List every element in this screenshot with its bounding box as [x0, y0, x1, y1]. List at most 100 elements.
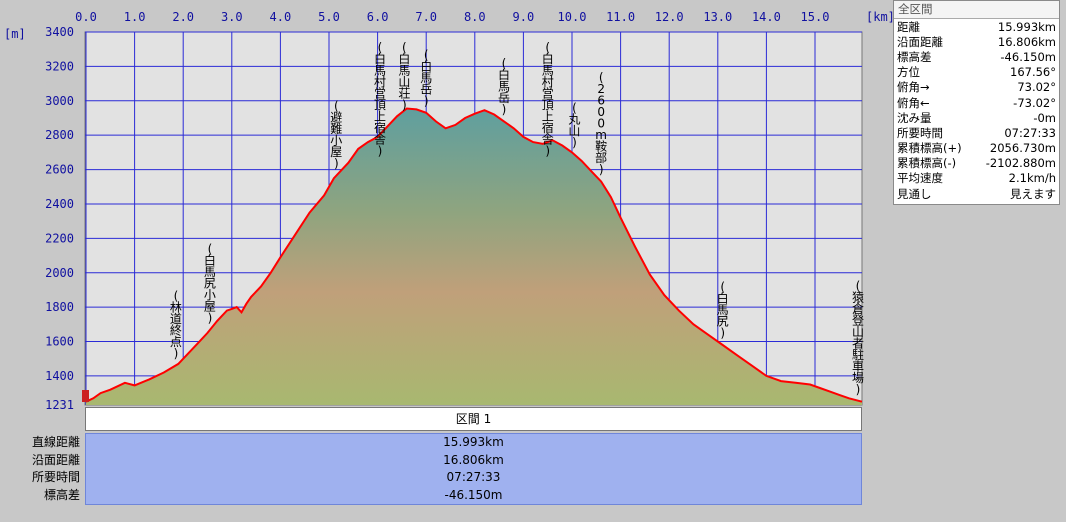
stats-value: -2102.880m	[985, 156, 1056, 171]
stats-row: 俯角→ 73.02°	[894, 80, 1059, 95]
x-tick-label: 5.0	[318, 10, 340, 24]
x-tick-label: 3.0	[221, 10, 243, 24]
waypoint-label: (丸山)	[568, 101, 580, 150]
waypoint-label: (白馬村営頂上宿舎)	[374, 41, 386, 159]
section-table: 区間 1 15.993km 16.806km 07:27:33 -46.150m	[85, 407, 862, 505]
stats-row: 見通し 見えます	[894, 186, 1059, 201]
y-tick-label: 2200	[45, 231, 74, 245]
x-tick-label: 7.0	[415, 10, 437, 24]
x-tick-label: 6.0	[367, 10, 389, 24]
x-tick-label: 13.0	[703, 10, 732, 24]
y-tick-label: 2400	[45, 197, 74, 211]
stats-value: 07:27:33	[1004, 125, 1056, 140]
y-tick-label: 1400	[45, 369, 74, 383]
waypoint-label: (白馬村営頂上宿舎)	[542, 41, 554, 159]
stats-label: 標高差	[897, 49, 932, 64]
x-tick-label: 8.0	[464, 10, 486, 24]
y-tick-label: 2600	[45, 163, 74, 177]
waypoint-label: (白馬岳)	[498, 56, 510, 116]
x-tick-label: 0.0	[75, 10, 97, 24]
x-tick-label: 15.0	[801, 10, 830, 24]
elevation-profile-chart: 0.0 1.0 2.0 3.0 4.0 5.0 6.0 7.0 8.0 9.0 10.0 11.0 12…	[4, 10, 895, 410]
stats-label: 俯角←	[897, 95, 930, 110]
waypoint-label: (2 6 0 0 m 鞍部)	[595, 71, 607, 177]
waypoint-label: (白馬山荘)	[398, 41, 410, 113]
stats-label: 見通し	[897, 186, 932, 201]
stats-row: 俯角← -73.02°	[894, 95, 1059, 110]
section-values: 15.993km 16.806km 07:27:33 -46.150m	[85, 433, 862, 505]
stats-row: 所要時間 07:27:33	[894, 125, 1059, 140]
stats-label: 沿面距離	[897, 34, 943, 49]
x-tick-label: 14.0	[752, 10, 781, 24]
y-axis-unit: [m]	[4, 27, 26, 41]
row-label-surface-distance: 沿面距離	[31, 452, 80, 467]
stats-table: 距離 15.993km 沿面距離 16.806km 標高差 -46.150m 方位 167.5…	[894, 19, 1059, 201]
section-header[interactable]: 区間 1	[85, 407, 862, 431]
x-tick-label: 10.0	[558, 10, 587, 24]
stats-label: 所要時間	[897, 125, 943, 140]
stats-label: 平均速度	[897, 171, 943, 186]
start-marker[interactable]	[82, 390, 89, 402]
y-tick-label: 3400	[45, 25, 74, 39]
waypoint-label: (白馬岳)	[420, 48, 432, 108]
section-surface-distance: 16.806km	[443, 452, 504, 467]
y-tick-label: 2000	[45, 266, 74, 280]
stats-value: 15.993km	[997, 19, 1056, 34]
y-tick-label: 1231	[45, 398, 74, 410]
waypoint-label: (白馬尻)	[717, 280, 729, 340]
y-tick-label: 3000	[45, 94, 74, 108]
y-tick-label: 1800	[45, 300, 74, 314]
stats-label: 方位	[897, 65, 920, 80]
elevation-line	[85, 107, 863, 403]
y-tick-label: 2800	[45, 128, 74, 142]
stats-value: 73.02°	[1017, 80, 1056, 95]
stats-value: 16.806km	[997, 34, 1056, 49]
x-tick-label: 9.0	[513, 10, 535, 24]
stats-label: 距離	[897, 19, 920, 34]
x-axis-unit: [km]	[866, 10, 895, 24]
stats-value: 見えます	[1010, 186, 1056, 201]
waypoint-label: (林道終点)	[170, 289, 182, 361]
y-axis-ticks: 3400 3200 3000 2800 2600 2400 2200 2000 1800 1600…	[45, 25, 74, 410]
x-tick-label: 12.0	[655, 10, 684, 24]
stats-row: 累積標高(-) -2102.880m	[894, 156, 1059, 171]
x-tick-label: 2.0	[172, 10, 194, 24]
stats-value: 2056.730m	[989, 141, 1056, 156]
x-tick-label: 11.0	[606, 10, 635, 24]
row-label-elevation-diff: 標高差	[43, 487, 80, 502]
x-tick-label: 1.0	[124, 10, 146, 24]
stats-value: 2.1km/h	[1008, 171, 1056, 186]
y-tick-label: 3200	[45, 59, 74, 73]
stats-value: -73.02°	[1013, 95, 1056, 110]
row-label-straight-distance: 直線距離	[31, 435, 80, 449]
waypoint-label: (猿倉登山者駐車場)	[852, 279, 864, 397]
row-label-duration: 所要時間	[31, 470, 80, 484]
terrain-area	[86, 108, 862, 405]
stats-row: 平均速度 2.1km/h	[894, 171, 1059, 186]
waypoint-label: (白馬尻小屋)	[204, 242, 216, 325]
stats-row: 累積標高(+) 2056.730m	[894, 141, 1059, 156]
stats-label: 俯角→	[897, 80, 930, 95]
x-tick-label: 4.0	[270, 10, 292, 24]
stats-panel: 全区間 距離 15.993km 沿面距離 16.806km 標高差 -46.150m 方位 1…	[893, 0, 1060, 205]
stats-row: 距離 15.993km	[894, 19, 1059, 34]
stats-panel-title: 全区間	[894, 1, 1059, 19]
stats-row: 沈み量 -0m	[894, 110, 1059, 125]
waypoint-annotations: (林道終点) (白馬尻小屋) (避難小屋) (白馬村営頂上宿舎) (白馬山荘) (白馬岳)…	[170, 41, 864, 397]
stats-value: -46.150m	[1000, 49, 1056, 64]
section-row-labels: 直線距離 沿面距離 所要時間 標高差	[0, 434, 80, 504]
stats-label: 沈み量	[897, 110, 932, 125]
stats-label: 累積標高(+)	[897, 141, 962, 156]
stats-value: -0m	[1033, 110, 1056, 125]
stats-row: 方位 167.56°	[894, 65, 1059, 80]
stats-label: 累積標高(-)	[897, 156, 957, 171]
stats-row: 標高差 -46.150m	[894, 49, 1059, 64]
waypoint-label: (避難小屋)	[330, 99, 342, 171]
stats-value: 167.56°	[1010, 65, 1056, 80]
section-elevation-diff: -46.150m	[444, 487, 503, 502]
y-tick-label: 1600	[45, 335, 74, 349]
stats-row: 沿面距離 16.806km	[894, 34, 1059, 49]
x-axis-ticks: 0.0 1.0 2.0 3.0 4.0 5.0 6.0 7.0 8.0 9.0 10.0 11.0 12…	[75, 10, 829, 24]
section-duration: 07:27:33	[446, 470, 501, 484]
section-straight-distance: 15.993km	[443, 435, 504, 449]
